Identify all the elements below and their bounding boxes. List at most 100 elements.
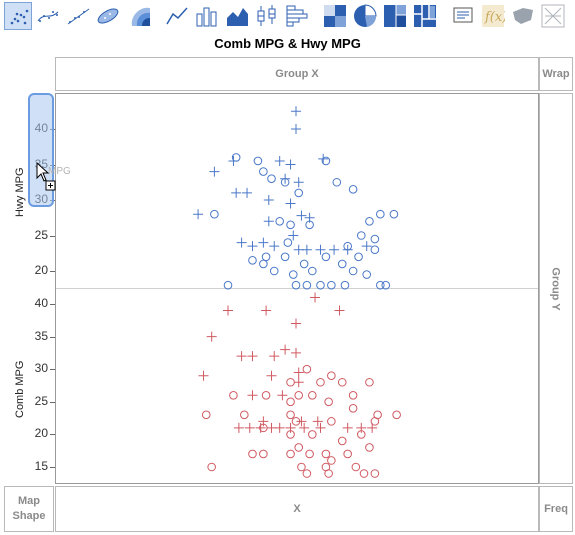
hwy-mpg-point[interactable]	[321, 156, 331, 166]
comb-mpg-point[interactable]	[247, 390, 258, 401]
hwy-mpg-point[interactable]	[329, 244, 340, 255]
hwy-mpg-point[interactable]	[370, 234, 380, 244]
comb-mpg-point[interactable]	[324, 469, 333, 478]
parallel-icon[interactable]	[539, 2, 567, 30]
hwy-mpg-point[interactable]	[348, 266, 358, 276]
hwy-mpg-point[interactable]	[209, 166, 220, 177]
hwy-mpg-point[interactable]	[193, 209, 204, 220]
comb-mpg-point[interactable]	[291, 417, 301, 426]
comb-mpg-point[interactable]	[327, 417, 336, 426]
hwy-mpg-point[interactable]	[315, 244, 326, 255]
comb-mpg-point[interactable]	[240, 410, 249, 420]
caption-box-icon[interactable]	[449, 2, 477, 30]
hwy-mpg-point[interactable]	[223, 280, 233, 290]
comb-mpg-point[interactable]	[294, 443, 304, 452]
comb-mpg-point[interactable]	[291, 318, 301, 329]
comb-mpg-point[interactable]	[269, 351, 280, 362]
hwy-mpg-point[interactable]	[288, 230, 299, 241]
comb-mpg-point[interactable]	[334, 305, 345, 316]
comb-mpg-point[interactable]	[277, 390, 288, 401]
hwy-mpg-point[interactable]	[263, 216, 274, 227]
hwy-mpg-point[interactable]	[267, 174, 276, 183]
heatmap-icon[interactable]	[321, 2, 349, 30]
map-shape-zone[interactable]: Map Shape	[4, 486, 54, 532]
comb-mpg-point[interactable]	[312, 416, 323, 427]
hwy-mpg-point[interactable]	[286, 220, 295, 230]
hwy-mpg-point[interactable]	[370, 245, 380, 254]
hwy-mpg-point[interactable]	[389, 209, 399, 219]
hwy-mpg-point[interactable]	[242, 187, 253, 198]
group-x-zone[interactable]: Group X	[55, 57, 539, 91]
comb-mpg-point[interactable]	[259, 449, 268, 459]
comb-mpg-point[interactable]	[302, 364, 312, 374]
comb-mpg-point[interactable]	[294, 390, 304, 400]
hwy-mpg-point[interactable]	[299, 259, 309, 269]
comb-mpg-point[interactable]	[348, 404, 358, 413]
points-icon[interactable]	[4, 2, 32, 30]
formula-icon[interactable]: f(x)	[479, 2, 507, 30]
comb-mpg-point[interactable]	[207, 462, 216, 472]
group-y-zone[interactable]: Group Y	[539, 93, 573, 484]
box-plot-icon[interactable]	[253, 2, 281, 30]
comb-mpg-point[interactable]	[356, 422, 367, 433]
comb-mpg-point[interactable]	[392, 410, 401, 420]
hwy-mpg-point[interactable]	[354, 252, 363, 262]
contour-icon[interactable]	[126, 2, 154, 30]
comb-mpg-point[interactable]	[370, 417, 380, 426]
comb-mpg-point[interactable]	[266, 370, 277, 381]
hwy-mpg-point[interactable]	[327, 280, 336, 290]
line-of-fit-icon[interactable]	[64, 2, 92, 30]
comb-mpg-point[interactable]	[356, 430, 366, 439]
hwy-mpg-point[interactable]	[258, 237, 269, 248]
comb-mpg-point[interactable]	[286, 397, 295, 407]
hwy-mpg-point[interactable]	[285, 198, 296, 209]
comb-mpg-point[interactable]	[274, 422, 285, 433]
hwy-mpg-point[interactable]	[285, 159, 296, 170]
hwy-mpg-point[interactable]	[356, 231, 366, 240]
comb-mpg-point[interactable]	[343, 449, 352, 459]
hwy-mpg-point[interactable]	[296, 210, 307, 221]
hwy-mpg-point[interactable]	[210, 209, 219, 219]
bar-icon[interactable]	[193, 2, 221, 30]
comb-mpg-point[interactable]	[327, 456, 336, 465]
hwy-mpg-point[interactable]	[291, 280, 301, 290]
hwy-mpg-point[interactable]	[332, 177, 342, 187]
comb-mpg-point[interactable]	[342, 422, 353, 433]
hwy-mpg-point[interactable]	[343, 241, 352, 251]
comb-mpg-point[interactable]	[261, 305, 272, 316]
ellipse-icon[interactable]	[94, 2, 122, 30]
freq-zone[interactable]: Freq	[539, 486, 573, 532]
hwy-mpg-point[interactable]	[269, 266, 279, 276]
comb-mpg-point[interactable]	[370, 469, 380, 478]
hwy-mpg-point[interactable]	[291, 106, 301, 117]
comb-mpg-point[interactable]	[337, 377, 347, 387]
hwy-mpg-point[interactable]	[259, 259, 268, 269]
hwy-mpg-point[interactable]	[316, 280, 325, 290]
comb-mpg-point[interactable]	[258, 416, 269, 427]
hwy-mpg-point[interactable]	[365, 217, 374, 226]
hwy-mpg-point[interactable]	[247, 241, 258, 252]
line-icon[interactable]	[163, 2, 191, 30]
hwy-mpg-point[interactable]	[376, 209, 385, 219]
hwy-mpg-point[interactable]	[348, 185, 358, 194]
comb-mpg-point[interactable]	[302, 469, 312, 478]
comb-mpg-point[interactable]	[293, 377, 304, 388]
comb-mpg-point[interactable]	[236, 351, 247, 362]
comb-mpg-point[interactable]	[351, 462, 361, 472]
hwy-mpg-point[interactable]	[280, 252, 290, 262]
area-icon[interactable]	[223, 2, 251, 30]
comb-mpg-point[interactable]	[233, 422, 244, 433]
hwy-mpg-point[interactable]	[340, 280, 350, 290]
hwy-mpg-point[interactable]	[321, 252, 331, 262]
hwy-mpg-point[interactable]	[236, 237, 247, 248]
comb-mpg-point[interactable]	[286, 430, 295, 439]
comb-mpg-point[interactable]	[365, 377, 374, 387]
hwy-mpg-point[interactable]	[231, 153, 241, 162]
comb-mpg-point[interactable]	[321, 449, 331, 459]
hwy-mpg-point[interactable]	[275, 217, 284, 226]
hwy-mpg-point[interactable]	[274, 155, 285, 166]
hwy-mpg-point[interactable]	[259, 167, 268, 176]
comb-mpg-point[interactable]	[255, 422, 266, 433]
comb-mpg-point[interactable]	[201, 410, 211, 420]
